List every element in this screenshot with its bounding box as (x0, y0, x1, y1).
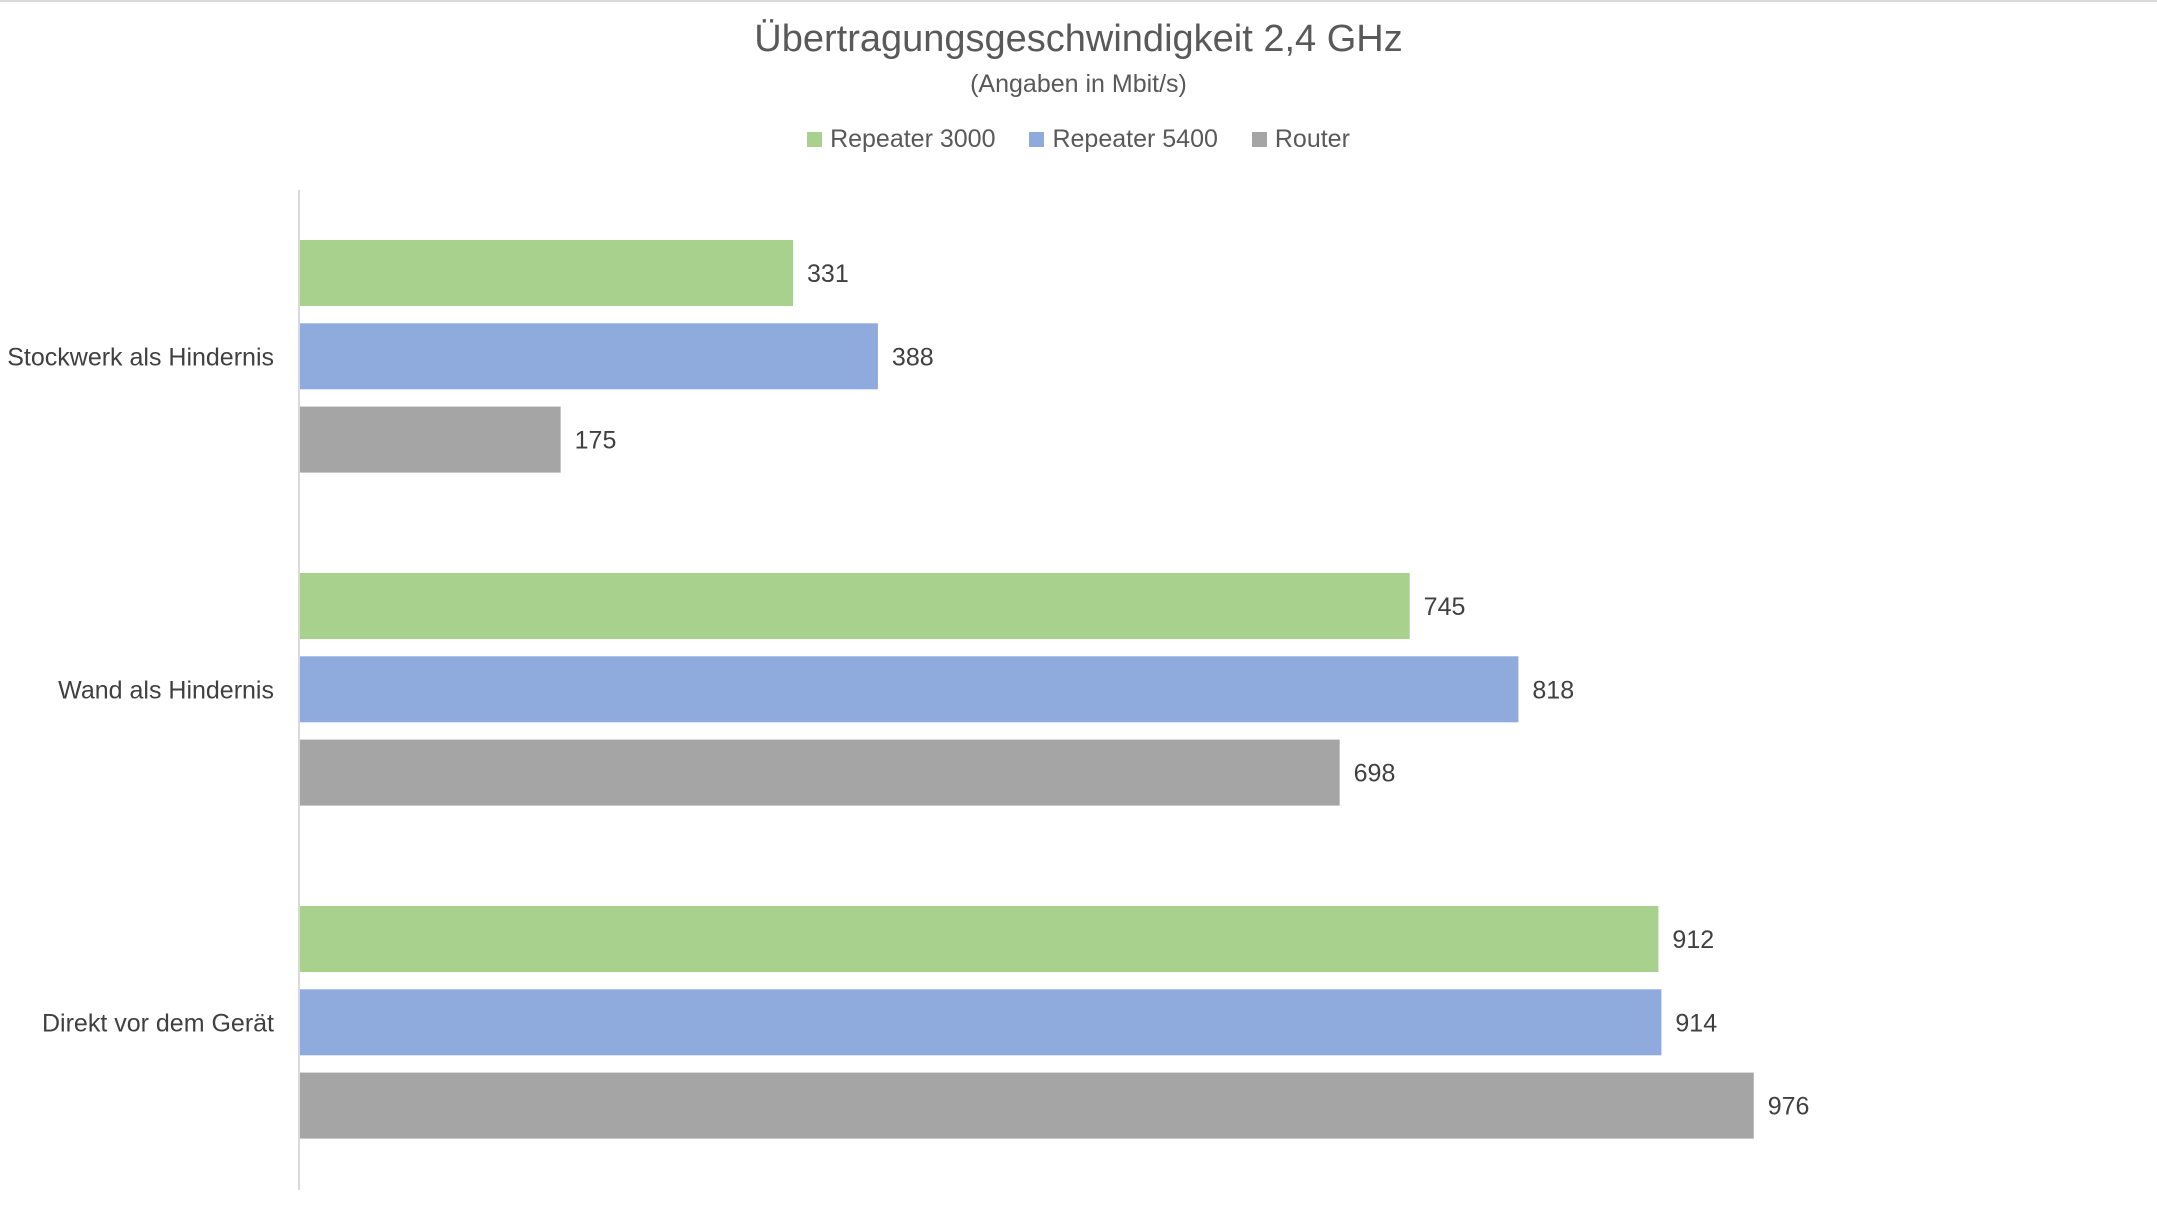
legend-label: Repeater 5400 (1052, 125, 1218, 153)
data-label: 976 (1768, 1093, 1810, 1121)
legend-item: Repeater 5400 (1029, 125, 1218, 154)
legend-swatch (1251, 132, 1267, 147)
legend-label: Router (1274, 125, 1350, 153)
bar (300, 906, 1659, 972)
chart-border (0, 0, 2157, 2)
category-label: Direkt vor dem Gerät (42, 1009, 274, 1037)
legend-swatch (807, 132, 823, 147)
bar (300, 240, 794, 306)
data-label: 818 (1532, 676, 1574, 704)
data-label: 745 (1424, 593, 1466, 621)
legend: Repeater 3000 Repeater 5400 Router (0, 125, 2157, 154)
bar (300, 656, 1519, 723)
bar (300, 323, 878, 390)
chart-title: Übertragungsgeschwindigkeit 2,4 GHz (754, 18, 1403, 60)
category-label: Wand als Hindernis (58, 676, 274, 704)
legend-label: Repeater 3000 (830, 125, 996, 153)
data-label: 388 (892, 343, 934, 371)
chart-subtitle: (Angaben in Mbit/s) (970, 70, 1187, 98)
bar (300, 989, 1662, 1056)
data-label: 331 (807, 260, 849, 288)
bar (300, 406, 561, 473)
legend-item: Repeater 3000 (807, 125, 995, 154)
bar (300, 1072, 1754, 1139)
data-label: 912 (1672, 926, 1714, 954)
legend-item: Router (1251, 125, 1350, 154)
bar (300, 573, 1410, 639)
bar (300, 739, 1340, 806)
legend-swatch (1029, 132, 1045, 147)
data-label: 175 (575, 427, 617, 455)
category-label: Stockwerk als Hindernis (7, 343, 274, 371)
data-label: 914 (1675, 1009, 1717, 1037)
data-label: 698 (1354, 760, 1396, 788)
